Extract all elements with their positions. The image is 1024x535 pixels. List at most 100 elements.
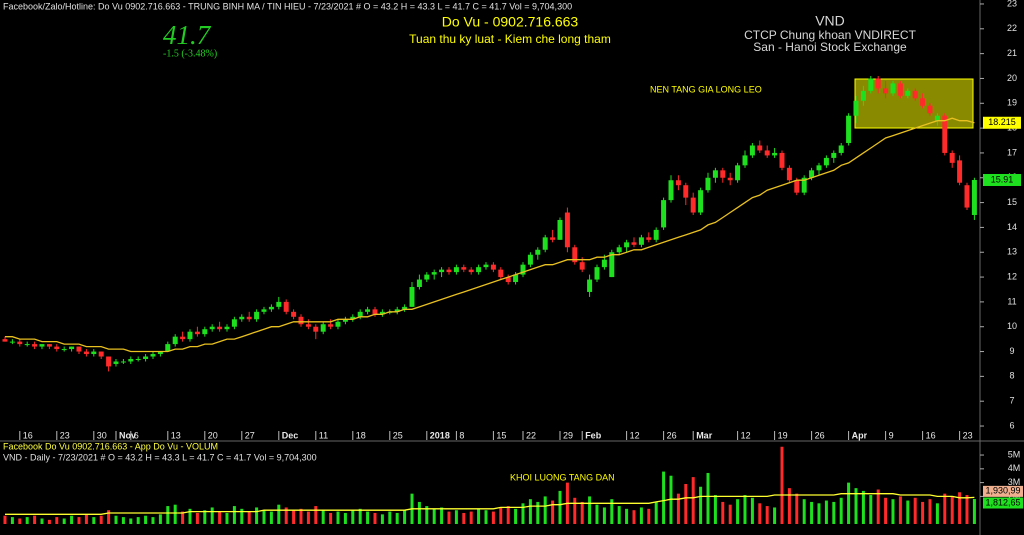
- volume-bar: [366, 511, 370, 524]
- volume-bar: [373, 512, 377, 524]
- volume-bar: [47, 519, 51, 524]
- volume-bar: [3, 515, 7, 524]
- info-line: Facebook/Zalo/Hotline: Do Vu 0902.716.66…: [3, 1, 572, 11]
- volume-bar: [321, 510, 325, 524]
- price-marker-label: 15.91: [991, 174, 1014, 184]
- candle-body: [846, 115, 852, 144]
- volume-bar: [181, 511, 185, 524]
- last-price: 41.7: [163, 20, 212, 50]
- volume-bar: [965, 495, 969, 524]
- candle-body: [587, 279, 593, 292]
- candle-body: [527, 254, 533, 265]
- volume-bar: [625, 508, 629, 524]
- candle-body: [668, 180, 674, 201]
- volume-bar: [477, 508, 481, 524]
- x-tick-label: 13: [171, 430, 181, 440]
- x-tick-label: 9: [889, 430, 894, 440]
- volume-bar: [676, 493, 680, 524]
- volume-bar: [18, 518, 22, 524]
- volume-bar: [558, 490, 562, 524]
- candle-body: [357, 311, 363, 317]
- volume-bar: [40, 518, 44, 524]
- volume-bar: [573, 497, 577, 524]
- volume-bar: [144, 515, 148, 524]
- candle-body: [616, 247, 622, 253]
- y-tick-label: 7: [1009, 396, 1014, 406]
- candle-body: [431, 272, 437, 275]
- volume-bar: [691, 477, 695, 524]
- candle-body: [224, 326, 230, 330]
- candle-body: [402, 306, 408, 310]
- x-tick-label: 20: [208, 430, 218, 440]
- candle-body: [705, 177, 711, 191]
- candle-body: [39, 344, 45, 347]
- volume-bar: [173, 504, 177, 524]
- candle-body: [305, 324, 311, 327]
- volume-bar: [225, 512, 229, 524]
- candle-body: [564, 212, 570, 248]
- symbol: VND: [815, 13, 845, 29]
- candle-body: [261, 309, 267, 312]
- volume-bar: [810, 501, 814, 524]
- candle-body: [54, 346, 60, 350]
- volume-bar: [832, 501, 836, 524]
- candle-body: [468, 269, 474, 273]
- volume-bar: [506, 506, 510, 524]
- volume-bar: [343, 512, 347, 524]
- volume-bar: [292, 510, 296, 524]
- y-tick-label: 17: [1007, 147, 1017, 157]
- candle-body: [17, 341, 23, 345]
- volume-bar: [802, 499, 806, 524]
- x-tick-label: 29: [563, 430, 573, 440]
- candle-body: [853, 100, 859, 116]
- candle-body: [816, 165, 822, 171]
- candle-body: [217, 326, 223, 330]
- y-tick-label: 15: [1007, 197, 1017, 207]
- price-marker: [983, 116, 1021, 129]
- highlight-box: [854, 78, 974, 129]
- candle-body: [120, 361, 126, 363]
- candle-body: [823, 157, 829, 166]
- candle-body: [254, 311, 260, 320]
- candle-body: [735, 165, 741, 181]
- candle-body: [342, 319, 348, 322]
- candle-body: [579, 262, 585, 270]
- candle-body: [609, 252, 615, 278]
- candle-body: [446, 269, 452, 273]
- volume-bar: [795, 493, 799, 524]
- volume-bar: [876, 489, 880, 524]
- candle-body: [557, 219, 563, 240]
- marks: [2, 75, 977, 524]
- x-tick-label: 26: [815, 430, 825, 440]
- candle-body: [883, 88, 889, 94]
- x-tick-label: 25: [393, 430, 403, 440]
- volume-bar: [491, 511, 495, 524]
- volume-marker: [983, 485, 1023, 497]
- candle-body: [638, 237, 644, 245]
- volume-bar: [136, 517, 140, 524]
- candle-body: [675, 180, 681, 186]
- candle-body: [875, 78, 881, 89]
- candle-body: [601, 259, 607, 268]
- candle-body: [757, 145, 763, 151]
- volume-bar: [765, 506, 769, 524]
- volume-bar: [454, 510, 458, 524]
- volume-bar: [928, 499, 932, 524]
- candle-body: [32, 344, 38, 347]
- volume-bar: [750, 497, 754, 524]
- candle-body: [646, 237, 652, 240]
- volume-bar: [958, 492, 962, 524]
- y-tick-label: 23: [1007, 0, 1017, 8]
- volume-bar: [699, 486, 703, 524]
- x-tick-label: 8: [459, 430, 464, 440]
- volume-bar: [743, 495, 747, 524]
- volume-bar: [388, 511, 392, 524]
- candle-body: [483, 264, 489, 268]
- volume-bar: [521, 503, 525, 524]
- volume-bar: [950, 496, 954, 524]
- volume-bar: [654, 501, 658, 524]
- volume-bar: [595, 504, 599, 524]
- candle-body: [860, 90, 866, 101]
- x-tick-label: Mar: [696, 430, 713, 440]
